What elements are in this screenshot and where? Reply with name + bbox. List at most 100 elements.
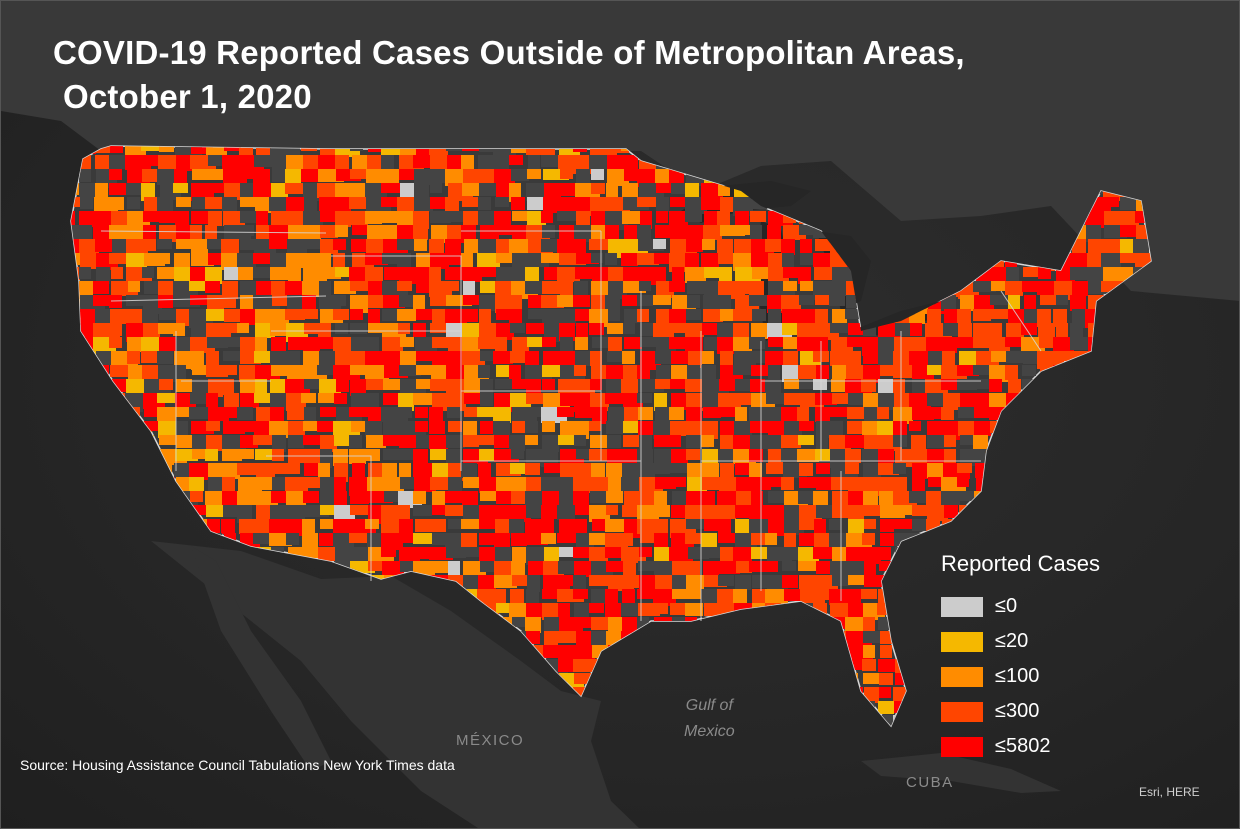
county-fill: [158, 589, 181, 605]
county-fill: [1022, 519, 1039, 533]
county-fill: [447, 211, 465, 222]
county-fill: [286, 253, 303, 268]
county-fill: [335, 183, 355, 198]
county-fill: [334, 477, 346, 494]
county-fill: [1118, 729, 1142, 739]
county-fill: [1152, 407, 1174, 426]
county-fill: [413, 505, 432, 516]
county-fill: [79, 239, 99, 253]
county-fill: [479, 295, 500, 311]
county-fill: [463, 435, 479, 447]
county-fill: [685, 533, 709, 544]
county-fill: [816, 365, 829, 379]
county-fill: [1102, 323, 1124, 335]
county-fill: [991, 449, 1015, 463]
county-fill: [816, 463, 830, 474]
county-fill: [222, 379, 234, 395]
county-fill: [413, 211, 429, 229]
county-fill: [239, 146, 253, 155]
county-fill: [590, 393, 609, 411]
county-fill: [415, 407, 428, 418]
county-fill: [718, 533, 739, 543]
county-fill: [1070, 491, 1096, 508]
county-fill: [272, 435, 286, 452]
county-fill: [1150, 323, 1151, 333]
county-fill: [477, 435, 500, 445]
county-fill: [848, 519, 864, 536]
county-fill: [320, 435, 337, 452]
county-fill: [813, 673, 840, 691]
county-fill: [319, 281, 331, 296]
county-fill: [816, 659, 829, 674]
county-fill: [526, 379, 541, 397]
county-fill: [637, 225, 651, 241]
county-fill: [800, 239, 812, 253]
county-fill: [718, 253, 744, 264]
county-fill: [768, 659, 789, 671]
county-fill: [526, 407, 545, 417]
county-fill: [685, 267, 706, 283]
county-fill: [863, 729, 884, 743]
county-fill: [560, 463, 577, 477]
county-fill: [685, 211, 702, 222]
county-fill: [1039, 463, 1057, 479]
county-fill: [959, 253, 982, 268]
county-fill: [365, 519, 379, 529]
county-fill: [224, 337, 245, 347]
county-fill: [557, 211, 583, 221]
county-fill: [574, 435, 586, 446]
county-fill: [398, 323, 410, 334]
county-fill: [606, 561, 624, 572]
county-fill: [958, 407, 983, 418]
county-fill: [109, 253, 135, 264]
county-fill: [1101, 477, 1121, 496]
county-fill: [909, 351, 932, 368]
county-fill: [781, 617, 795, 635]
county-fill: [143, 449, 158, 464]
county-fill: [576, 169, 590, 185]
county-fill: [77, 463, 101, 474]
legend-swatch-3: [941, 701, 983, 722]
county-fill: [784, 659, 805, 671]
county-fill: [143, 211, 165, 222]
county-fill: [477, 267, 503, 277]
county-fill: [1133, 603, 1151, 618]
county-fill: [511, 449, 524, 459]
county-fill: [96, 533, 109, 545]
county-fill: [798, 659, 812, 675]
county-fill: [845, 197, 868, 207]
county-fill: [447, 407, 460, 418]
county-fill: [576, 631, 594, 645]
county-fill: [94, 449, 106, 463]
county-fill: [605, 393, 628, 404]
county-fill: [782, 561, 796, 571]
county-fill: [927, 309, 941, 327]
county-fill: [320, 519, 337, 529]
county-fill: [672, 491, 688, 508]
county-fill: [911, 575, 929, 593]
county-fill: [975, 379, 997, 389]
county-fill: [239, 449, 254, 459]
county-fill: [1070, 519, 1082, 534]
county-fill: [112, 603, 137, 619]
county-fill: [960, 491, 976, 501]
county-fill: [446, 547, 466, 558]
county-fill: [975, 463, 1000, 478]
county-fill: [224, 701, 238, 716]
county-fill: [303, 337, 320, 354]
county-fill: [128, 281, 140, 292]
county-fill: [637, 645, 658, 660]
county-fill: [927, 393, 945, 406]
county-fill: [670, 379, 691, 389]
county-fill: [432, 463, 448, 480]
county-fill: [1039, 337, 1055, 348]
county-fill: [605, 547, 627, 558]
county-fill: [271, 337, 286, 352]
county-fill: [206, 309, 228, 321]
county-fill: [861, 505, 887, 516]
map-attribution: Esri, HERE: [1139, 785, 1200, 799]
county-fill: [189, 463, 209, 480]
county-fill: [110, 309, 130, 324]
